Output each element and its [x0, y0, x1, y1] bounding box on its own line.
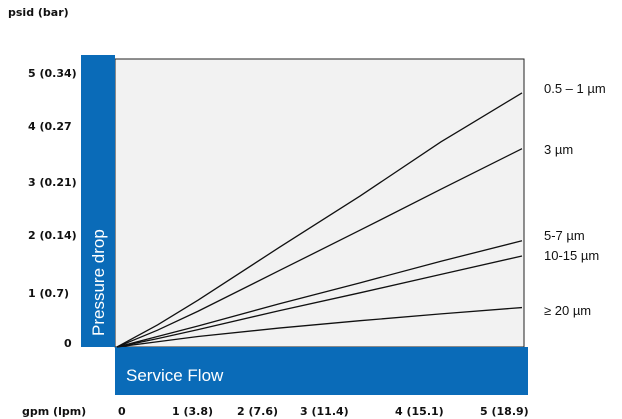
x-tick-label: 3 (11.4)	[300, 405, 349, 418]
series-line	[116, 306, 523, 348]
plot-area	[114, 58, 525, 348]
series-label: 0.5 – 1 µm	[544, 81, 606, 96]
x-axis-band	[115, 347, 528, 395]
y-tick-labels: 0 1 (0.7) 2 (0.14) 3 (0.21) 4 (0.27 5 (0.34)	[28, 67, 77, 350]
y-tick-label: 2 (0.14)	[28, 229, 77, 242]
y-tick-label: 1 (0.7)	[28, 287, 69, 300]
y-tick-label: 5 (0.34)	[28, 67, 77, 80]
series-lines	[116, 92, 523, 348]
series-line	[116, 92, 523, 348]
y-axis-label: Pressure drop	[89, 229, 108, 336]
x-tick-labels: 0 1 (3.8) 2 (7.6) 3 (11.4) 4 (15.1) 5 (18.9)	[118, 405, 529, 418]
series-label: 3 µm	[544, 142, 573, 157]
series-line	[116, 240, 523, 348]
y-tick-label: 0	[64, 337, 72, 350]
series-labels: 0.5 – 1 µm 3 µm 5-7 µm 10-15 µm ≥ 20 µm	[544, 81, 606, 318]
x-tick-label: 2 (7.6)	[237, 405, 278, 418]
x-tick-label: 0	[118, 405, 126, 418]
y-axis-band	[81, 55, 115, 347]
series-label: 5-7 µm	[544, 228, 585, 243]
x-unit-label: gpm (lpm)	[22, 405, 86, 418]
series-label: ≥ 20 µm	[544, 303, 591, 318]
series-line	[116, 148, 523, 348]
y-tick-label: 3 (0.21)	[28, 176, 77, 189]
x-tick-label: 5 (18.9)	[480, 405, 529, 418]
y-tick-label: 4 (0.27	[28, 120, 72, 133]
series-line	[116, 255, 523, 348]
series-label: 10-15 µm	[544, 248, 599, 263]
y-unit-label: psid (bar)	[8, 6, 69, 19]
x-tick-label: 4 (15.1)	[395, 405, 444, 418]
x-axis-label: Service Flow	[126, 366, 224, 385]
x-tick-label: 1 (3.8)	[172, 405, 213, 418]
